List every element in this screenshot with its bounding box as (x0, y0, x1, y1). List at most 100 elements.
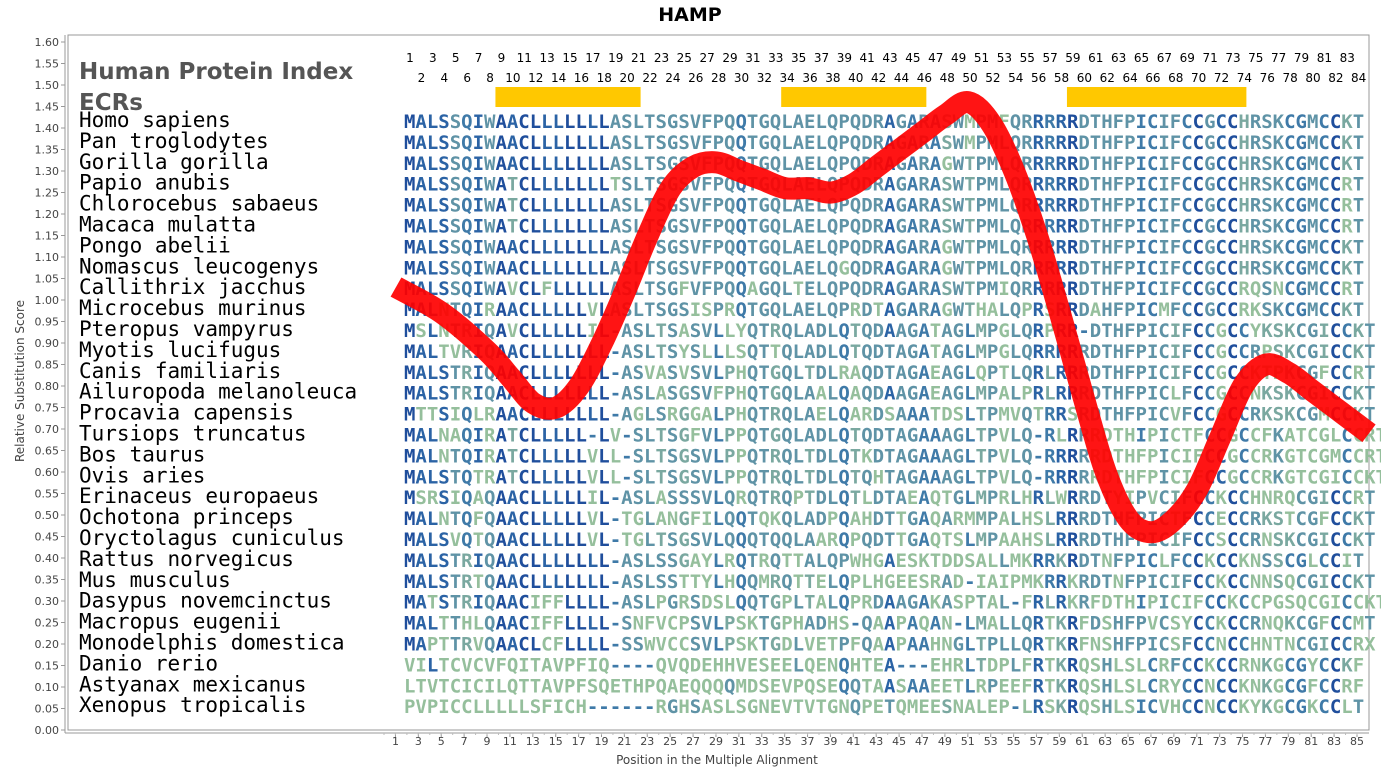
y-tick-label: 1.10 (35, 251, 60, 264)
x-tick-label: 41 (846, 735, 860, 748)
position-tick-even: 28 (711, 71, 726, 85)
x-tick-label: 31 (732, 735, 746, 748)
x-tick-label: 43 (869, 735, 883, 748)
y-tick-label: 0.90 (35, 337, 60, 350)
series-point (1036, 235, 1038, 237)
sequence-row: MALSTQTRATCLLLLLVLL-SLTSGSVLPPQTRQLTDLQT… (404, 466, 1381, 488)
series-point (509, 376, 511, 378)
position-tick-odd: 15 (562, 51, 577, 65)
species-name: Canis familiaris (79, 359, 281, 383)
position-tick-even: 8 (486, 71, 494, 85)
position-tick-even: 36 (802, 71, 817, 85)
series-point (1242, 385, 1244, 387)
position-tick-even: 82 (1328, 71, 1343, 85)
position-tick-odd: 19 (608, 51, 623, 65)
x-tick-label: 3 (415, 735, 422, 748)
x-tick-label: 33 (755, 735, 769, 748)
position-tick-odd: 5 (452, 51, 460, 65)
sequence-row: MATSTRIQAACIFFLLLL-ASLPGRSDSLQQTGPLTALQP… (404, 592, 1381, 614)
series-point (967, 101, 969, 103)
position-tick-odd: 53 (997, 51, 1012, 65)
position-tick-odd: 51 (974, 51, 989, 65)
species-name: Monodelphis domestica (79, 631, 345, 655)
series-point (441, 312, 443, 314)
position-tick-even: 56 (1031, 71, 1046, 85)
species-name: Callithrix jacchus (79, 275, 307, 299)
x-tick-label: 11 (503, 735, 517, 748)
y-tick-label: 1.20 (35, 208, 60, 221)
position-tick-odd: 63 (1111, 51, 1126, 65)
position-tick-even: 12 (528, 71, 543, 85)
sequence-row: MALSSQIWAVCLFLLLLLASLTSGFVFPQQAGQLTELQPQ… (404, 278, 1364, 300)
position-tick-odd: 27 (700, 51, 715, 65)
position-tick-even: 80 (1305, 71, 1320, 85)
x-tick-label: 5 (438, 735, 445, 748)
position-tick-odd: 3 (429, 51, 437, 65)
series-point (944, 114, 946, 116)
position-tick-even: 78 (1282, 71, 1297, 85)
x-tick-label: 39 (823, 735, 837, 748)
species-name: Ailuropoda melanoleuca (79, 380, 357, 404)
position-tick-even: 40 (848, 71, 863, 85)
position-tick-odd: 71 (1202, 51, 1217, 65)
sequence-row: MALSSQIWAACLLLLLLLASLTSGSVFPQQTGQLAELQPQ… (404, 111, 1364, 133)
species-name: Oryctolagus cuniculus (79, 526, 345, 550)
series-point (1265, 364, 1267, 366)
sequence-row: MALTTHLQAACIFFLLLL-SNFVCPSVLPSKTGPHADHS-… (404, 613, 1376, 635)
x-tick-label: 65 (1121, 735, 1135, 748)
series-point (830, 192, 832, 194)
position-tick-odd: 47 (928, 51, 943, 65)
position-tick-even: 38 (825, 71, 840, 85)
series-point (761, 179, 763, 181)
position-tick-even: 54 (1008, 71, 1023, 85)
position-tick-even: 84 (1351, 71, 1366, 85)
position-tick-even: 34 (780, 71, 795, 85)
ecr-region-1 (495, 87, 641, 107)
position-tick-odd: 39 (837, 51, 852, 65)
series-point (1311, 389, 1313, 391)
series-point (555, 407, 557, 409)
sequence-row: VILTCVCVFQITAVPFIQ----QVQDEHHVESEELQENQH… (404, 654, 1364, 676)
position-tick-even: 60 (1077, 71, 1092, 85)
x-tick-label: 73 (1213, 735, 1227, 748)
series-point (1082, 394, 1084, 396)
series-point (1059, 312, 1061, 314)
position-tick-even: 58 (1054, 71, 1069, 85)
ecr-region-3 (1066, 87, 1247, 107)
series-point (738, 170, 740, 172)
position-tick-even: 74 (1237, 71, 1252, 85)
series-point (601, 342, 603, 344)
x-tick-label: 81 (1304, 735, 1318, 748)
position-tick-odd: 21 (631, 51, 646, 65)
species-name: Papio anubis (79, 171, 231, 195)
position-tick-odd: 9 (498, 51, 506, 65)
position-tick-odd: 79 (1294, 51, 1309, 65)
species-name: Bos taurus (79, 442, 205, 466)
x-tick-label: 55 (1007, 735, 1021, 748)
position-tick-odd: 45 (905, 51, 920, 65)
species-name: Gorilla gorilla (79, 150, 269, 174)
position-tick-odd: 35 (791, 51, 806, 65)
y-tick-label: 0.20 (35, 638, 60, 651)
y-tick-label: 0.45 (35, 531, 60, 544)
species-name: Procavia capensis (79, 401, 294, 425)
species-name: Pteropus vampyrus (79, 317, 294, 341)
position-tick-odd: 41 (860, 51, 875, 65)
series-point (1334, 407, 1336, 409)
position-tick-even: 48 (940, 71, 955, 85)
position-tick-odd: 61 (1088, 51, 1103, 65)
sequence-row: MSRSIQAQAACLLLLLIL-ASLASSSVLQRQTRQPTDLQT… (404, 487, 1376, 509)
species-name: Astyanax mexicanus (79, 672, 307, 696)
position-tick-even: 50 (962, 71, 977, 85)
x-tick-label: 21 (617, 735, 631, 748)
position-tick-even: 32 (757, 71, 772, 85)
position-tick-odd: 59 (1065, 51, 1080, 65)
series-point (1105, 471, 1107, 473)
y-tick-label: 0.70 (35, 423, 60, 436)
position-tick-even: 10 (505, 71, 520, 85)
y-tick-label: 0.50 (35, 509, 60, 522)
species-name: Danio rerio (79, 651, 218, 675)
series-point (395, 286, 397, 288)
sequence-row: MALSSQIWAACLLLLLLLASLTSGSVFPQQTGQLAELQPQ… (404, 236, 1364, 258)
